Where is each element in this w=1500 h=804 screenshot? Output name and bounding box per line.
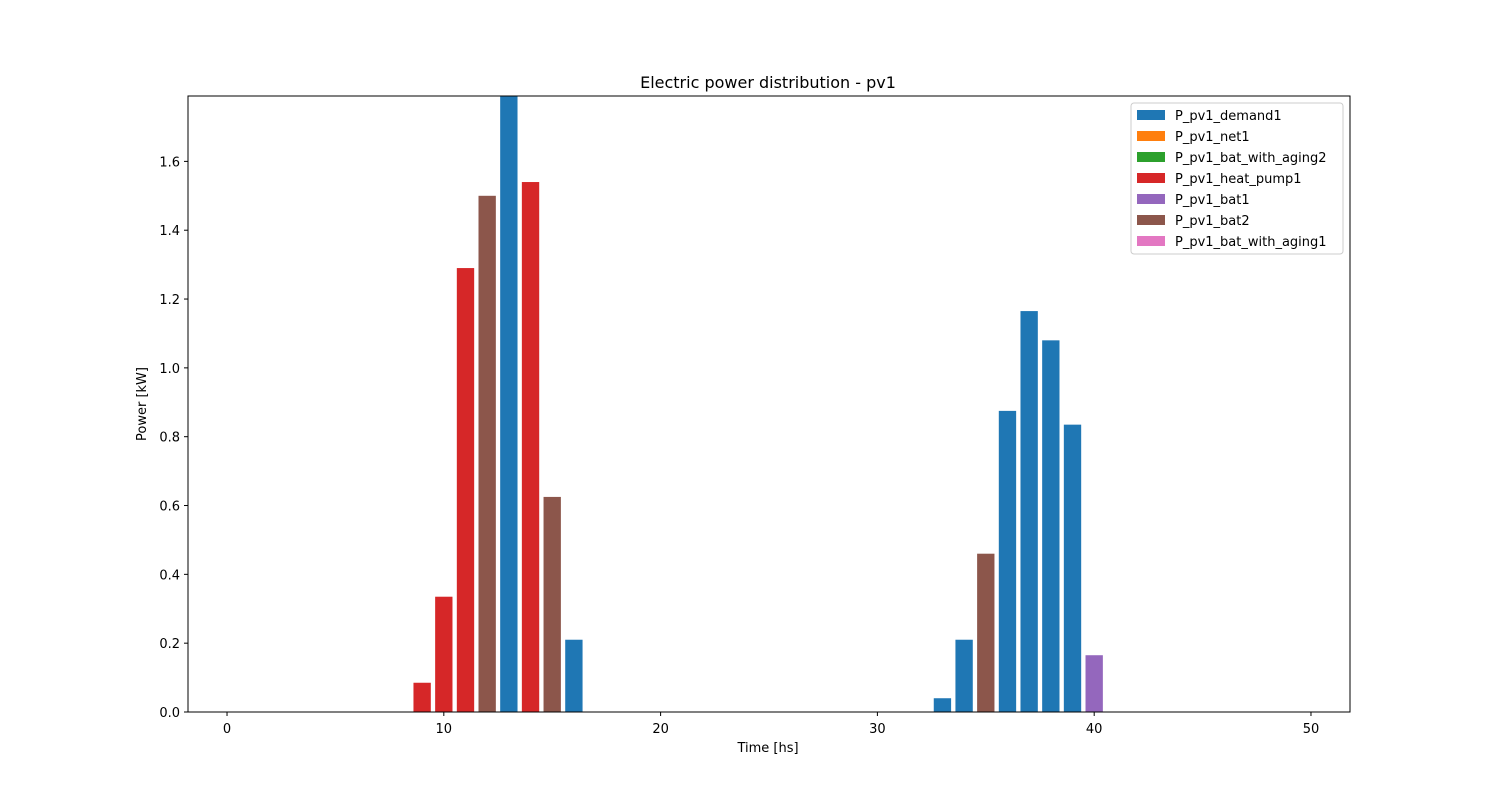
legend-swatch	[1137, 110, 1165, 120]
chart-title: Electric power distribution - pv1	[640, 73, 896, 92]
legend-swatch	[1137, 236, 1165, 246]
bar-p-pv1-demand1-t33	[933, 698, 952, 712]
bar-p-pv1-demand1-t16	[565, 639, 583, 712]
bar-p-pv1-bat2-t15	[543, 496, 561, 712]
bar-p-pv1-bat1-t40	[1085, 655, 1103, 712]
legend-swatch	[1137, 131, 1165, 141]
legend-label: P_pv1_heat_pump1	[1175, 172, 1302, 187]
legend-swatch	[1137, 194, 1165, 204]
x-axis-label: Time [hs]	[736, 741, 798, 756]
bar-p-pv1-heat-pump1-t11	[456, 268, 475, 712]
y-tick-label: 0.0	[159, 706, 180, 721]
legend-label: P_pv1_bat2	[1175, 214, 1250, 229]
x-tick-label: 0	[223, 722, 231, 737]
legend-label: P_pv1_demand1	[1175, 109, 1282, 124]
y-tick-label: 0.8	[159, 431, 180, 446]
bar-p-pv1-bat2-t12	[478, 195, 496, 712]
y-tick-label: 1.2	[159, 293, 180, 308]
y-axis-label: Power [kW]	[135, 367, 150, 441]
legend-label: P_pv1_net1	[1175, 130, 1250, 145]
x-tick-label: 50	[1303, 722, 1320, 737]
bars-layer	[413, 96, 1103, 713]
bar-p-pv1-demand1-t37	[1020, 311, 1038, 712]
legend-swatch	[1137, 215, 1165, 225]
x-axis: 0 10 20 30 40 50	[223, 712, 1319, 737]
y-axis: 0.0 0.2 0.4 0.6 0.8 1.0 1.2 1.4 1.6	[159, 155, 188, 721]
y-tick-label: 1.0	[159, 362, 180, 377]
bar-p-pv1-demand1-t34	[955, 639, 973, 712]
y-tick-label: 0.6	[159, 500, 180, 515]
bar-p-pv1-demand1-t13	[500, 96, 518, 712]
x-tick-label: 20	[652, 722, 669, 737]
x-tick-label: 30	[869, 722, 886, 737]
y-tick-label: 0.4	[159, 568, 180, 583]
bar-p-pv1-heat-pump1-t10	[435, 596, 453, 712]
plot-frame	[187, 95, 1351, 713]
legend: P_pv1_demand1 P_pv1_net1 P_pv1_bat_with_ag…	[1130, 102, 1344, 255]
y-tick-label: 0.2	[159, 637, 180, 652]
bar-p-pv1-demand1-t39	[1063, 424, 1082, 712]
y-tick-label: 1.4	[159, 224, 180, 239]
bar-p-pv1-heat-pump1-t14	[521, 182, 540, 713]
legend-swatch	[1137, 152, 1165, 162]
bar-p-pv1-bat2-t35	[977, 553, 995, 712]
bar-p-pv1-heat-pump1-t9	[413, 682, 431, 712]
legend-label: P_pv1_bat_with_aging2	[1175, 151, 1327, 166]
y-tick-label: 1.6	[159, 155, 180, 170]
bar-p-pv1-demand1-t36	[998, 410, 1017, 712]
legend-swatch	[1137, 173, 1165, 183]
x-tick-label: 40	[1086, 722, 1103, 737]
bar-p-pv1-demand1-t38	[1042, 340, 1060, 712]
legend-label: P_pv1_bat1	[1175, 193, 1250, 208]
legend-items: P_pv1_demand1 P_pv1_net1 P_pv1_bat_with_ag…	[1137, 109, 1327, 250]
legend-label: P_pv1_bat_with_aging1	[1175, 235, 1327, 250]
legend-box	[1130, 102, 1344, 255]
x-tick-label: 10	[436, 722, 453, 737]
